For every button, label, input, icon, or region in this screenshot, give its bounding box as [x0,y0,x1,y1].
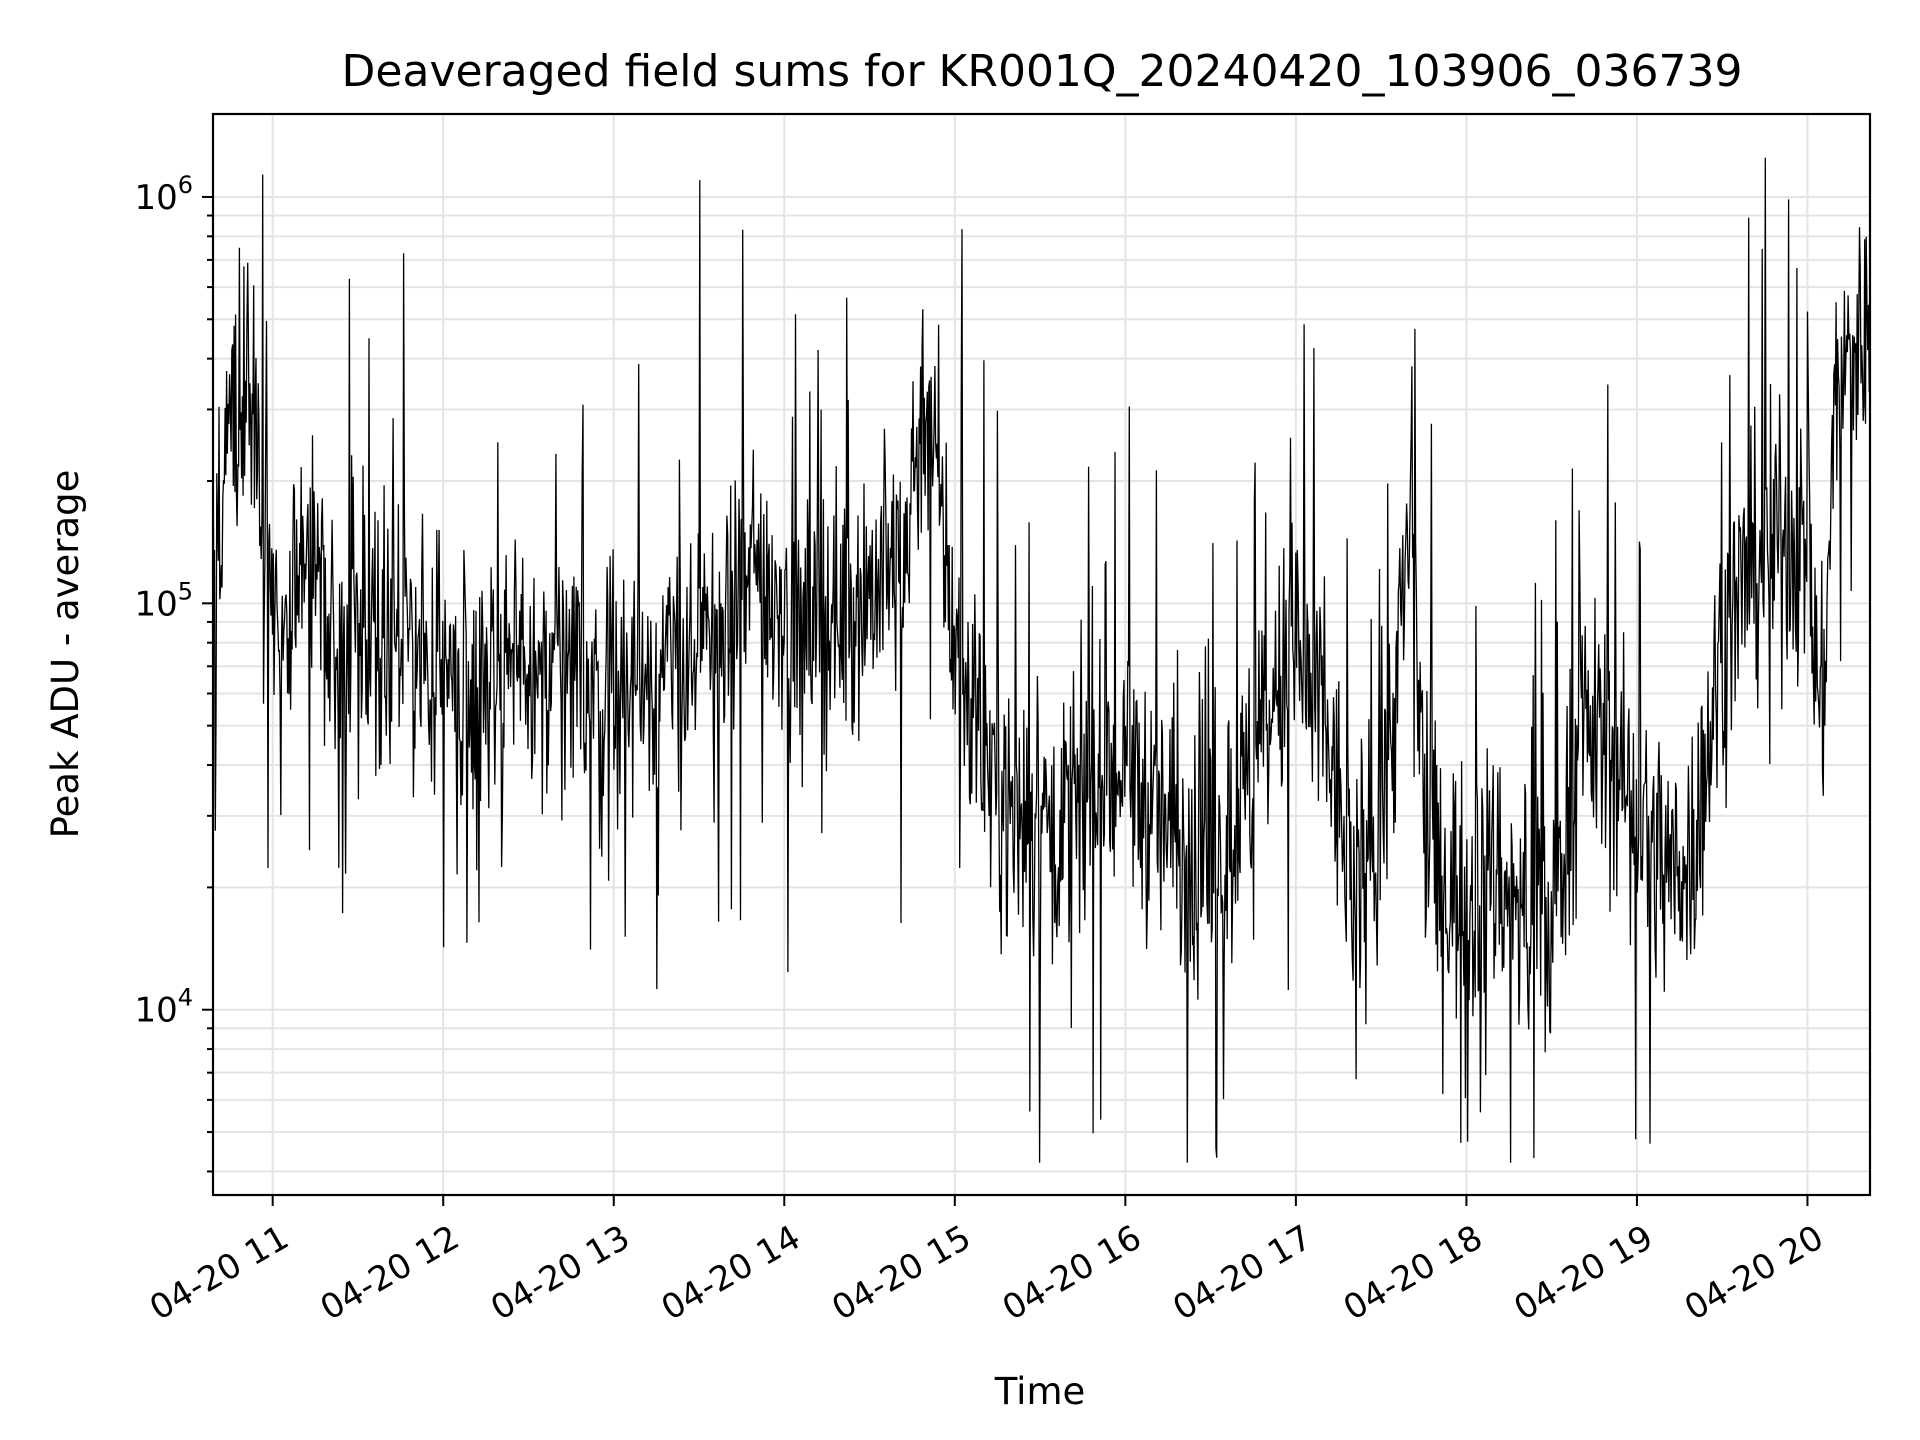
x-tick-label: 04-20 18 [1337,1218,1489,1329]
x-tick-labels: 04-20 11 04-20 12 04-20 13 04-20 14 04-20 15… [143,1218,1830,1329]
y-axis-label: Peak ADU - average [44,470,87,839]
y-tick-label: 106 [134,171,193,218]
x-axis-label: Time [994,1370,1086,1413]
y-tick-labels: 104 105 106 [134,171,193,1031]
x-tick-label: 04-20 11 [143,1218,295,1329]
x-tick-label: 04-20 19 [1507,1218,1659,1329]
x-tick-label: 04-20 14 [655,1218,807,1329]
chart-title: Deaveraged field sums for KR001Q_2024042… [342,46,1743,97]
series-layer [212,157,1871,1163]
x-tick-label: 04-20 16 [996,1218,1148,1329]
x-tick-label: 04-20 20 [1678,1218,1830,1329]
x-tick-label: 04-20 15 [825,1218,977,1329]
series-line [212,157,1871,1163]
x-tick-label: 04-20 13 [484,1218,636,1329]
x-tick-label: 04-20 12 [314,1218,466,1329]
y-tick-label: 105 [134,577,193,624]
plot-frame [211,112,1872,1197]
tick-layer [202,195,1809,1206]
x-tick-label: 04-20 17 [1166,1218,1318,1329]
y-tick-label: 104 [134,984,193,1031]
grid-layer [213,114,1870,1195]
